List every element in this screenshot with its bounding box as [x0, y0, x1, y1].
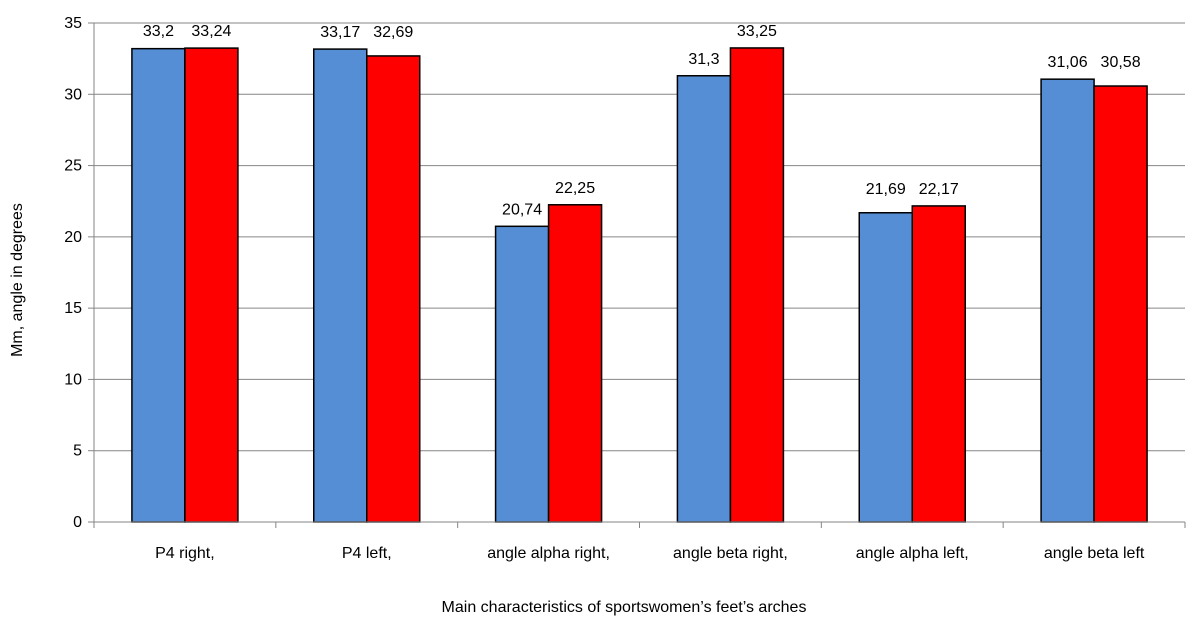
bar	[366, 55, 421, 523]
data-label: 33,2	[143, 23, 174, 40]
bar	[1093, 85, 1148, 523]
bar	[184, 47, 239, 523]
bar	[858, 212, 913, 523]
data-label: 33,24	[191, 23, 231, 40]
y-tick-label: 35	[64, 15, 82, 32]
x-tick-label: angle beta right,	[673, 545, 788, 562]
data-label: 21,69	[866, 181, 906, 198]
data-labels: 33,2 33,24 33,17 32,69 20,74 22,25 31,3 33,25 21…	[143, 23, 1141, 218]
y-tick-label: 10	[64, 371, 82, 388]
x-axis-title: Main characteristics of sportswomen’s fe…	[442, 599, 807, 616]
x-tick-label: P4 left,	[342, 545, 392, 562]
y-tick-label: 15	[64, 300, 82, 317]
bar	[494, 225, 550, 523]
data-label: 31,06	[1048, 54, 1088, 71]
x-axis-ticks: P4 right, P4 left, angle alpha right, angle…	[93, 522, 1186, 562]
bars	[131, 47, 1148, 523]
data-label: 32,69	[373, 24, 413, 41]
data-label: 30,58	[1101, 54, 1141, 71]
data-label: 22,17	[919, 181, 959, 198]
x-tick-label: angle alpha left,	[856, 545, 969, 562]
y-tick-label: 20	[64, 229, 82, 246]
y-tick-label: 0	[73, 514, 82, 531]
x-tick-label: P4 right,	[155, 545, 215, 562]
y-axis-ticks: 0 5 10 15 20 25 30 35	[64, 15, 94, 531]
bar	[547, 204, 603, 523]
bar	[676, 75, 732, 523]
data-label: 31,3	[688, 51, 719, 68]
data-label: 20,74	[502, 201, 542, 218]
y-tick-label: 25	[64, 158, 82, 175]
data-label: 33,17	[320, 24, 360, 41]
data-label: 33,25	[737, 23, 777, 40]
bar	[911, 205, 966, 523]
x-tick-label: angle alpha right,	[487, 545, 610, 562]
y-tick-label: 30	[64, 86, 82, 103]
bar	[729, 47, 785, 523]
y-axis-title: Mm, angle in degrees	[9, 203, 26, 357]
bar	[313, 48, 368, 523]
bar	[1040, 78, 1095, 523]
x-tick-label: angle beta left	[1044, 545, 1145, 562]
data-label: 22,25	[555, 180, 595, 197]
gridlines	[94, 22, 1185, 452]
bar	[131, 47, 186, 523]
y-tick-label: 5	[73, 443, 82, 460]
